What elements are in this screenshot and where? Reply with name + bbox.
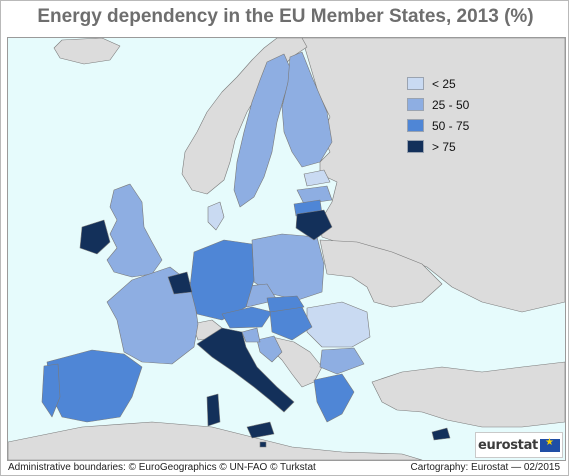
romania [306,301,371,348]
united-kingdom [106,183,163,278]
map-area [7,37,566,461]
croatia [256,335,283,363]
legend-label: 25 - 50 [432,97,470,112]
cartography-credit: Cartography: Eurostat — 02/2015 [410,462,560,473]
legend-item-lt25: < 25 [407,73,469,94]
legend-item-gt75: > 75 [407,136,469,157]
map-title: Energy dependency in the EU Member State… [37,6,534,27]
legend-label: < 25 [432,76,456,91]
malta [259,441,267,448]
latvia [296,185,333,205]
legend-label: 50 - 75 [432,118,470,133]
bulgaria [319,347,365,375]
italy [196,327,295,413]
denmark [207,201,225,231]
iceland [53,38,121,65]
estonia [303,169,331,187]
slovenia [241,327,261,343]
spain [46,349,143,423]
baltic-island [295,209,333,241]
legend-swatch [407,119,424,132]
legend-item-25-50: 25 - 50 [407,94,469,115]
turkey [371,361,565,428]
ukraine-belarus [319,239,443,308]
finland [281,51,333,168]
logo-text: eurostat [478,437,538,453]
slovakia [266,295,305,313]
legend-swatch [407,98,424,111]
legend-label: > 75 [432,139,456,154]
sicily [246,421,275,439]
western-balkans [271,336,323,388]
eurostat-logo: eurostat [475,432,563,458]
cyprus [431,427,451,441]
germany [189,239,255,321]
admin-boundaries-credit: Administrative boundaries: © EuroGeograp… [8,462,316,473]
greece [313,373,355,423]
sardinia [206,393,221,427]
legend-swatch [407,140,424,153]
legend-item-50-75: 50 - 75 [407,115,469,136]
europe-map [8,38,565,460]
austria [221,306,273,329]
portugal [41,363,61,418]
belgium [167,271,193,295]
hungary [269,306,313,341]
legend-swatch [407,77,424,90]
eu-flag-icon [539,437,560,452]
north-africa [8,421,423,460]
map-legend: < 25 25 - 50 50 - 75 > 75 [407,73,469,157]
ireland [79,219,111,255]
